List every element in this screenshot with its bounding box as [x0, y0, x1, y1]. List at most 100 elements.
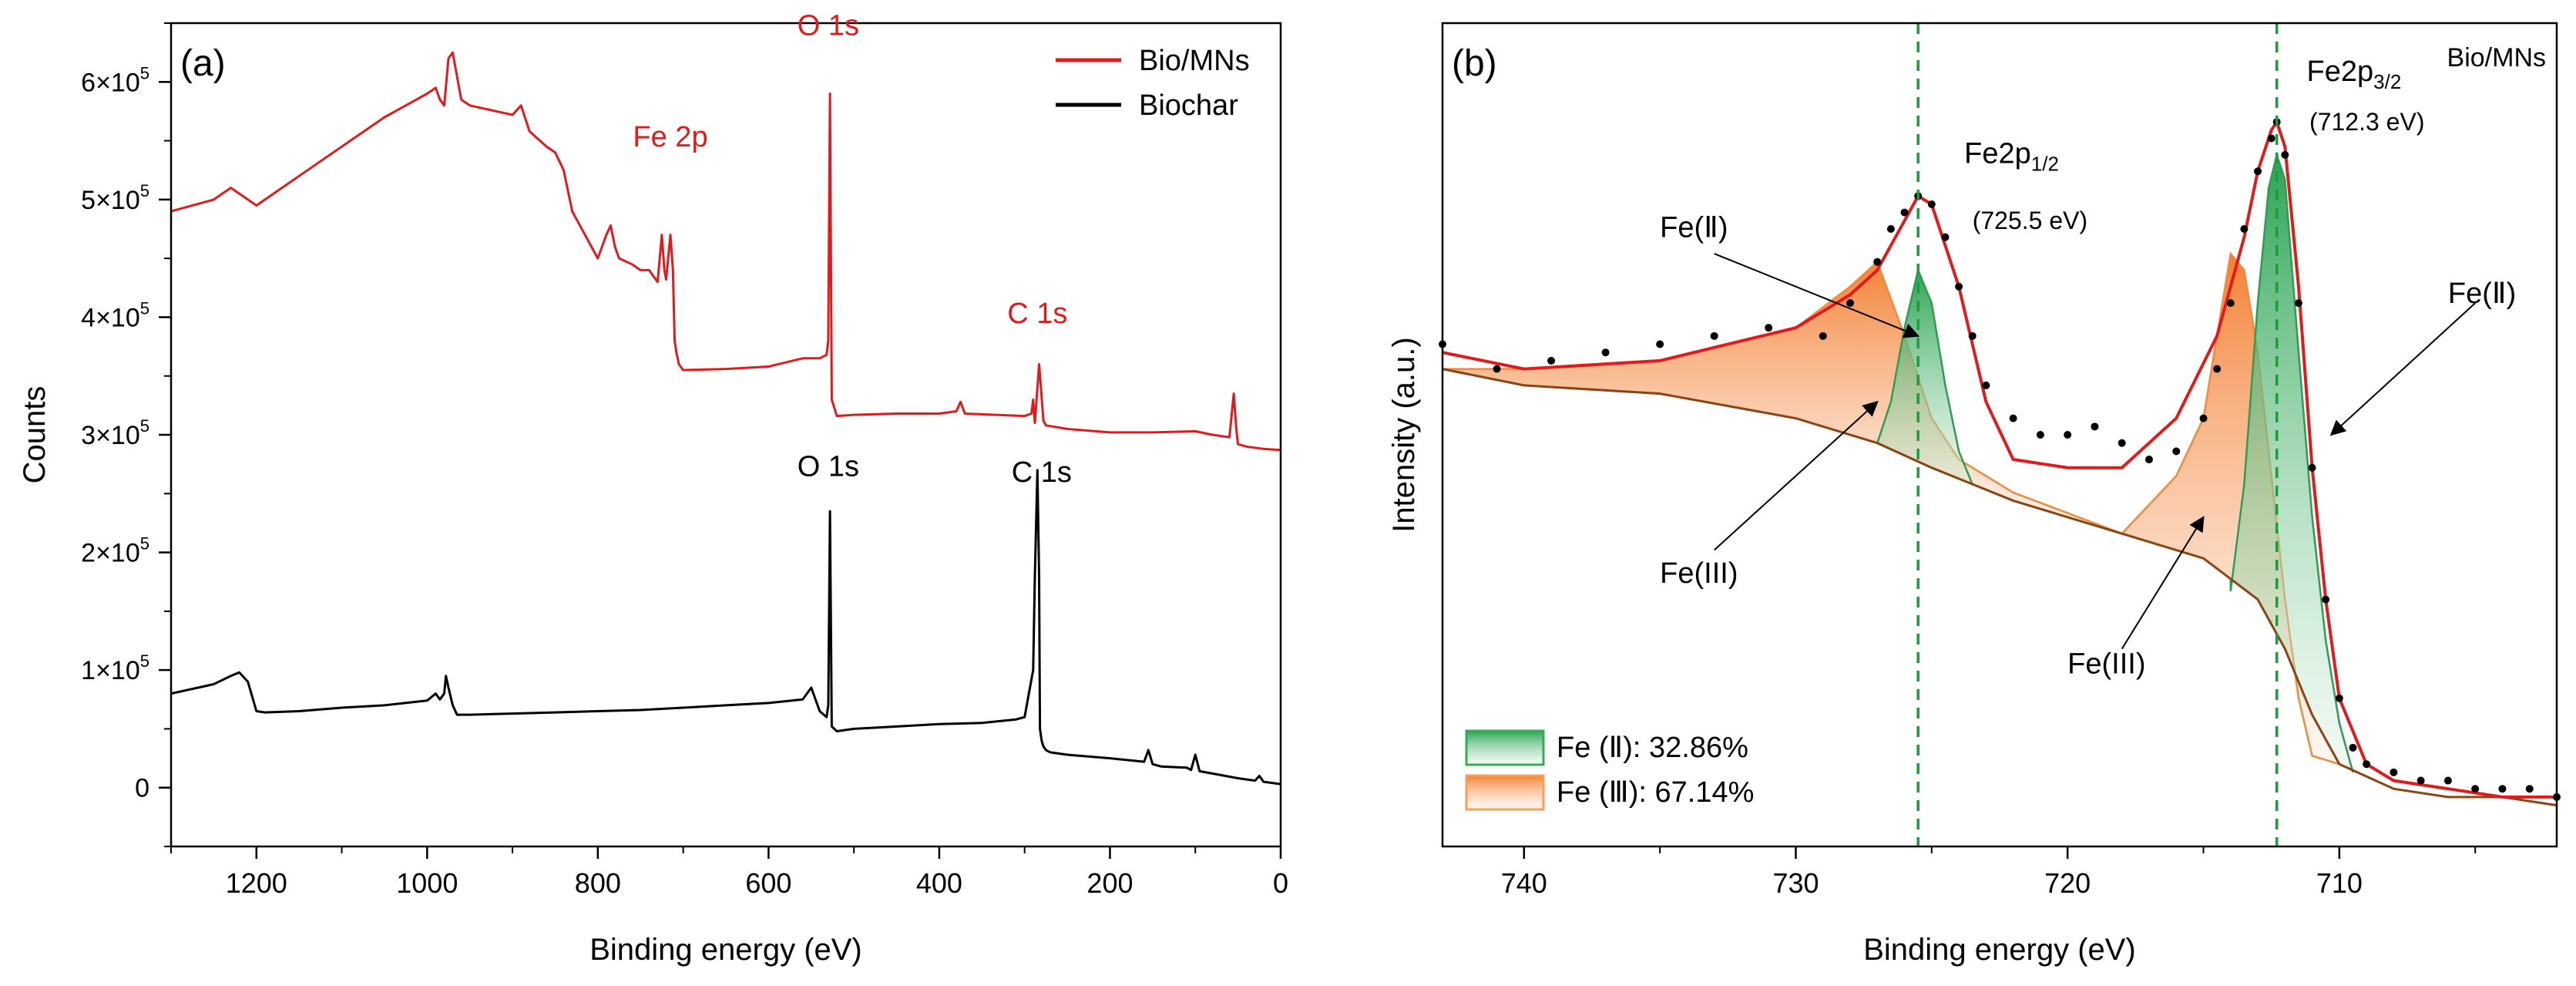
fe3-area-1: [1442, 260, 2204, 560]
y-tick-base: 5×10: [81, 186, 140, 215]
legend-swatch-1: [1465, 774, 1545, 811]
raw-data-point: [2213, 365, 2222, 373]
legend-swatch-0: [1465, 729, 1545, 766]
y-axis-label: Counts: [18, 386, 52, 484]
y-tick-label: 6×105: [81, 63, 149, 97]
x-tick-label: 1000: [396, 867, 458, 899]
x-tick-label: 800: [575, 867, 621, 899]
y-tick-label: 4×105: [81, 298, 149, 332]
x-tick-label: 200: [1086, 867, 1133, 899]
x-tick-label: 740: [1501, 867, 1547, 899]
raw-data-point: [1927, 200, 1936, 208]
peak-annotation: Fe(Ⅱ): [2448, 278, 2516, 310]
raw-data-point: [2281, 150, 2289, 159]
y-tick-label: 1×105: [81, 651, 149, 685]
panel-a-chart: 1200 1000 800 600 400 200 001×1052×1053×1054×1…: [18, 9, 1288, 967]
raw-data-point: [2471, 785, 2480, 793]
y-tick-exp: 5: [140, 534, 149, 554]
raw-data-point: [1955, 282, 1963, 291]
fe2-area-2: [1876, 267, 2014, 502]
raw-data-point: [1493, 365, 1501, 373]
peak-annotation: Fe 2p: [633, 121, 707, 153]
annotation-text: Fe(Ⅱ): [1660, 212, 1728, 244]
raw-data-point: [2525, 785, 2534, 793]
x-tick-label: 1200: [226, 867, 287, 899]
raw-data-point: [2416, 776, 2425, 785]
annotation-text: Fe2p: [1964, 138, 2031, 170]
raw-data-point: [1941, 233, 1950, 241]
raw-data-point: [2294, 299, 2302, 308]
background-line: [1442, 368, 2558, 807]
annotation-arrow: [1714, 253, 1920, 338]
x-tick-label: 720: [2044, 867, 2091, 899]
y-axis-label-b: Intensity (a.u.): [1387, 337, 1421, 532]
raw-data-point: [2091, 422, 2099, 431]
peak-annotation: (725.5 eV): [1973, 207, 2087, 234]
raw-data-point: [2308, 463, 2316, 472]
fe2-area-4: [2229, 151, 2354, 773]
annotation-subscript: 1/2: [2031, 153, 2059, 176]
raw-data-point: [2498, 785, 2507, 793]
panel-label-a: (a): [180, 43, 226, 84]
y-tick-label: 0: [135, 774, 149, 803]
raw-data-point: [2322, 595, 2330, 604]
raw-data-point: [1846, 299, 1855, 308]
x-axis-label: Binding energy (eV): [589, 933, 862, 967]
y-tick-base: 6×10: [81, 68, 140, 97]
raw-data-point: [1656, 340, 1664, 348]
x-tick-label: 730: [1772, 867, 1819, 899]
y-tick-exp: 5: [140, 63, 149, 82]
y-tick-exp: 5: [140, 298, 149, 318]
raw-data-point: [2363, 760, 2371, 769]
raw-data-point: [2144, 456, 2153, 464]
raw-data-point: [1982, 381, 1990, 389]
annotation-text: Fe(Ⅱ): [2448, 278, 2516, 310]
raw-data-point: [1765, 324, 1773, 332]
series-line-bio-mns: [170, 51, 1281, 452]
x-tick-label: 710: [2316, 867, 2363, 899]
annotation-text: Fe(III): [1660, 557, 1738, 590]
y-tick-base: 4×10: [81, 303, 140, 332]
peak-annotation: Fe2p3/2: [2307, 56, 2402, 93]
raw-data-point: [1710, 331, 1718, 340]
raw-data-point: [2443, 776, 2452, 785]
panel-b-chart: 740 730 720 710 Binding energy (eV) Intensity…: [1387, 22, 2561, 967]
x-tick-label: 600: [745, 867, 791, 899]
raw-data-point: [2009, 414, 2017, 422]
panel-label-b: (b): [1452, 43, 1497, 84]
legend-label-b-0: Fe (Ⅱ): 32.86%: [1557, 732, 1748, 764]
y-tick-base: 2×10: [81, 539, 140, 568]
annotation-text: Fe(III): [2067, 648, 2145, 681]
y-tick-base: 1×10: [81, 656, 140, 685]
raw-data-point: [2267, 134, 2275, 143]
annotation-arrow: [1714, 400, 1879, 551]
peak-annotation: (712.3 eV): [2309, 108, 2424, 136]
raw-data-point: [2118, 439, 2126, 447]
annotation-arrow: [2121, 516, 2205, 650]
y-tick-exp: 5: [140, 181, 149, 200]
raw-data-point: [1601, 348, 1610, 357]
raw-data-point: [2226, 299, 2235, 308]
x-axis-label-b: Binding energy (eV): [1863, 933, 2136, 967]
series-line-biochar: [170, 469, 1281, 786]
peak-annotation: Fe2p1/2: [1964, 138, 2059, 176]
annotation-text: (712.3 eV): [2309, 108, 2424, 136]
annotation-subscript: 3/2: [2373, 70, 2401, 93]
raw-data-point: [2254, 167, 2262, 176]
peak-annotation: C 1s: [1007, 298, 1067, 330]
peak-annotation: Fe(Ⅱ): [1660, 212, 1728, 244]
raw-data-point: [1886, 225, 1895, 233]
annotation-text: (725.5 eV): [1973, 207, 2087, 234]
raw-data-point: [2390, 768, 2398, 776]
raw-data-point: [2240, 225, 2249, 233]
peak-annotation: O 1s: [798, 450, 859, 483]
raw-data-point: [1968, 331, 1977, 340]
x-tick-label: 400: [916, 867, 962, 899]
y-tick-label: 5×105: [81, 181, 149, 215]
raw-data-point: [1900, 208, 1909, 217]
raw-data-point: [2064, 431, 2072, 439]
raw-data-point: [2349, 743, 2357, 752]
y-tick-base: 3×10: [81, 421, 140, 450]
x-tick-label: 0: [1273, 867, 1288, 899]
